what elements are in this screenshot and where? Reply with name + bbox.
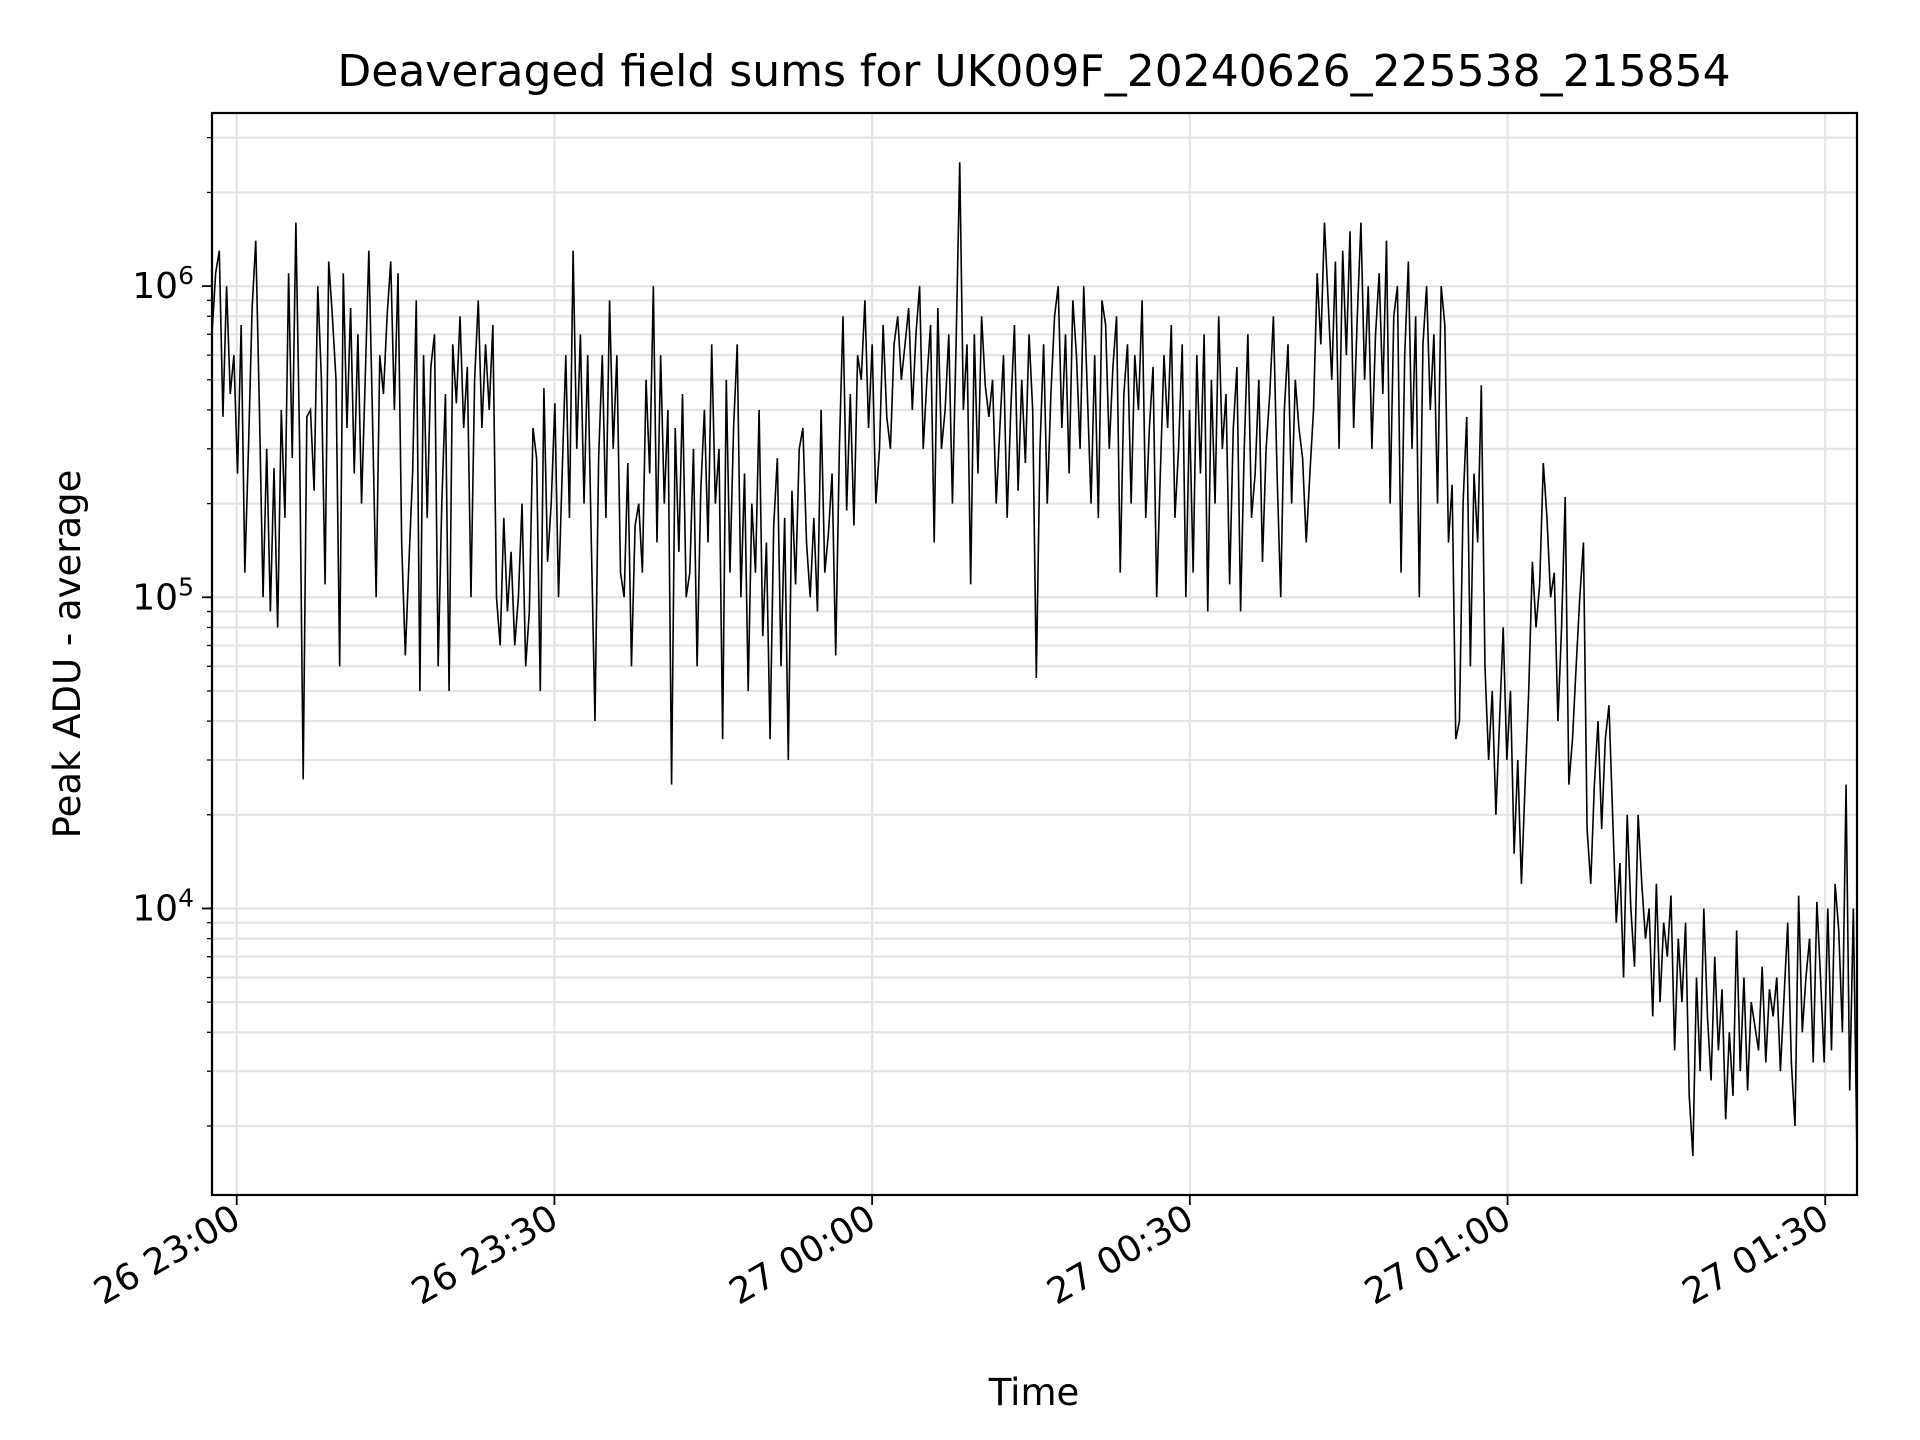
ticks xyxy=(202,136,1827,1205)
chart-title: Deaveraged field sums for UK009F_2024062… xyxy=(337,46,1730,97)
y-tick-label: 105 xyxy=(132,572,194,618)
data-layer xyxy=(211,162,1858,1157)
y-tick-label: 106 xyxy=(132,261,194,307)
plot-area xyxy=(212,113,1857,1195)
y-tick-labels: 104 105 106 xyxy=(132,261,194,929)
y-axis-label: Peak ADU - average xyxy=(46,470,89,839)
y-tick-label: 104 xyxy=(132,883,194,929)
x-axis-label: Time xyxy=(988,1371,1080,1414)
series-line xyxy=(211,162,1858,1157)
plot-frame xyxy=(210,111,1859,1197)
